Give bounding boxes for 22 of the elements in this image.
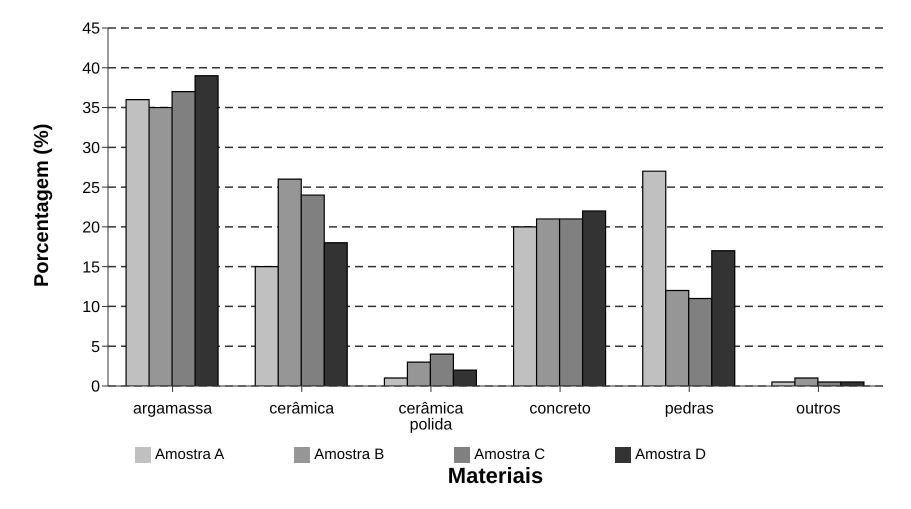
x-tick-label: concreto <box>529 400 591 418</box>
legend-label: Amostra A <box>155 446 224 463</box>
y-tick-label: 0 <box>91 378 100 396</box>
x-tick-label: cerâmica <box>269 400 334 418</box>
x-tick-label: argamassa <box>133 400 212 418</box>
y-tick-label: 40 <box>82 60 100 78</box>
legend-label: Amostra C <box>474 446 546 463</box>
legend-label: Amostra D <box>635 446 706 463</box>
y-tick-label: 45 <box>82 20 100 38</box>
y-tick-label: 30 <box>82 140 100 158</box>
x-tick-label: outros <box>796 400 841 418</box>
x-tick-label: cerâmica polida <box>398 400 464 434</box>
y-tick-label: 35 <box>82 100 100 118</box>
y-axis-title: Porcentagem (%) <box>31 124 54 287</box>
y-tick-label: 20 <box>82 220 100 237</box>
y-tick-label: 5 <box>91 338 100 356</box>
y-tick-label: 25 <box>82 180 100 197</box>
legend-label: Amostra B <box>314 446 384 463</box>
x-axis-title: Materiais <box>446 463 544 489</box>
y-tick-label: 15 <box>82 259 100 276</box>
x-tick-label: pedras <box>664 400 714 418</box>
y-tick-label: 10 <box>82 299 100 316</box>
